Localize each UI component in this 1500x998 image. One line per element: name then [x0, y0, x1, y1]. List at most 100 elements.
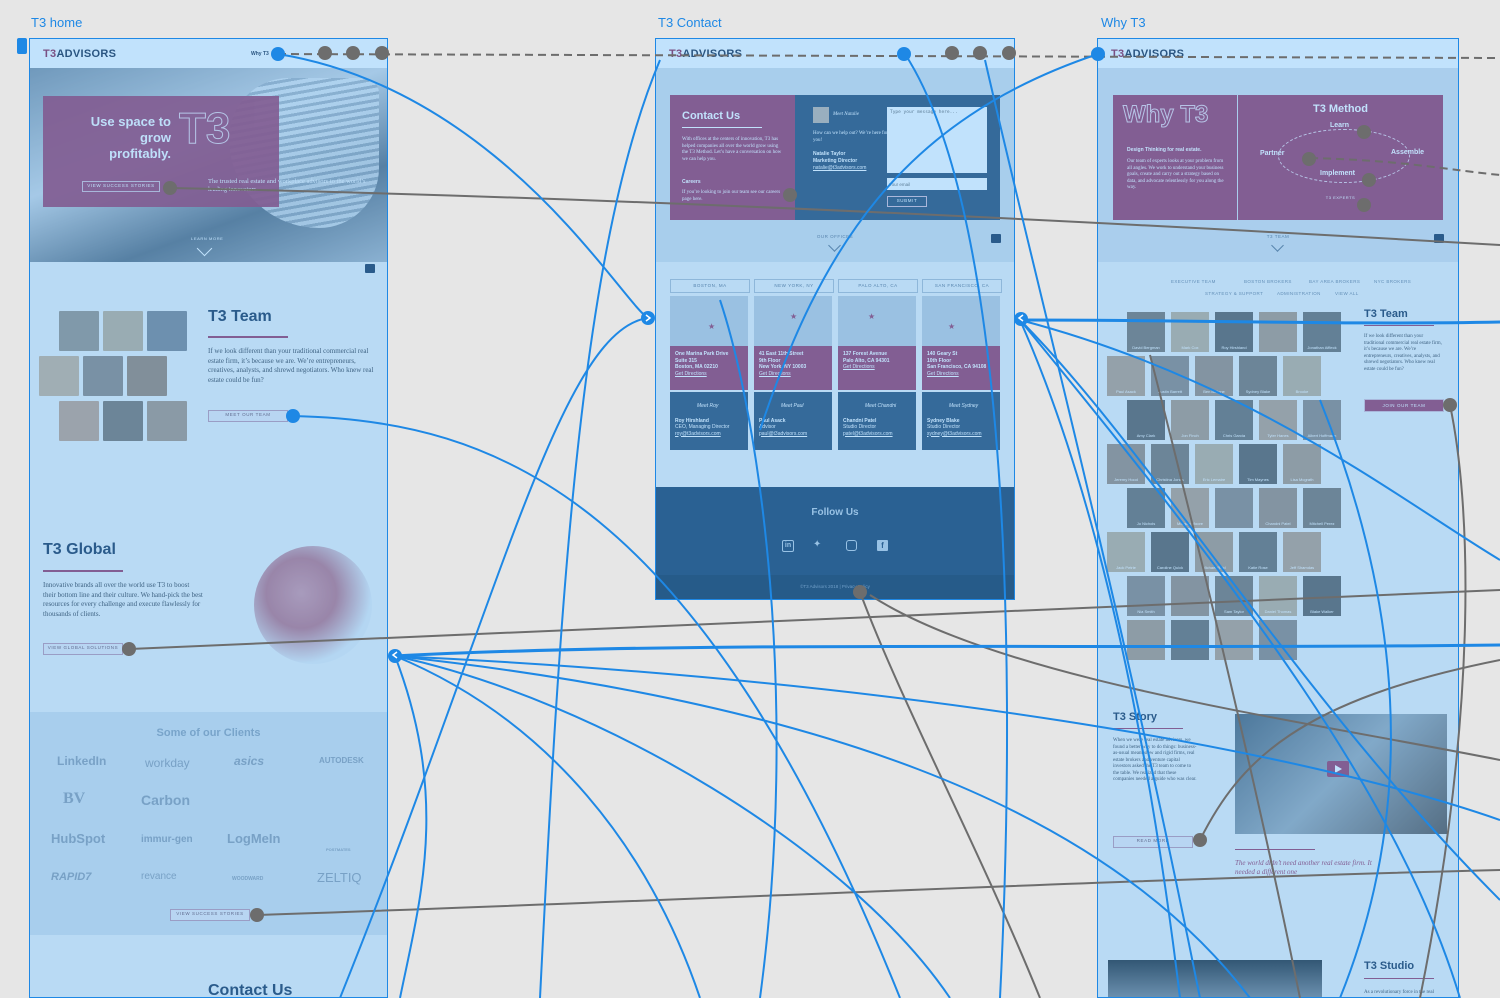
- team-member-photo[interactable]: Katie Rose: [1239, 532, 1277, 572]
- team-member-photo[interactable]: Jo Nichols: [1127, 488, 1165, 528]
- artboard-label-contact[interactable]: T3 Contact: [658, 15, 722, 30]
- team-member-photo[interactable]: Morgan Moore: [1171, 488, 1209, 528]
- learn-more-label[interactable]: LEARN MORE: [191, 236, 224, 241]
- method-assemble[interactable]: Assemble: [1391, 149, 1425, 156]
- team-member-photo[interactable]: Paul Asack: [1107, 356, 1145, 396]
- story-video[interactable]: [1235, 714, 1447, 834]
- filter-strategy[interactable]: STRATEGY & SUPPORT: [1205, 291, 1264, 296]
- team-member-photo[interactable]: David Bergman: [1127, 312, 1165, 352]
- chat-icon[interactable]: [365, 264, 375, 273]
- contact-logo[interactable]: T3ADVISORS: [669, 48, 743, 60]
- chat-icon[interactable]: [1434, 234, 1444, 243]
- directions-link[interactable]: Get Directions: [927, 370, 959, 377]
- filter-boston[interactable]: BOSTON BROKERS: [1244, 279, 1292, 284]
- team-member-photo[interactable]: Austin Barrett: [1151, 356, 1189, 396]
- message-input[interactable]: [887, 107, 987, 173]
- team-member-photo[interactable]: Jack Petrie: [1107, 532, 1145, 572]
- chevron-down-icon[interactable]: [196, 240, 213, 257]
- team-member-photo[interactable]: Caroline Quick: [1151, 532, 1189, 572]
- team-member-photo[interactable]: [1215, 488, 1253, 528]
- method-implement[interactable]: Implement: [1320, 170, 1356, 177]
- global-solutions-button[interactable]: VIEW GLOBAL SOLUTIONS: [43, 643, 123, 655]
- office-tab-paloalto[interactable]: PALO ALTO, CA: [838, 279, 918, 293]
- directions-link[interactable]: Get Directions: [759, 370, 791, 377]
- connector-knob-blue[interactable]: [388, 649, 402, 663]
- team-member-photo[interactable]: Lisa Mcgrath: [1283, 444, 1321, 484]
- team-member-photo[interactable]: Nia Smith: [1127, 576, 1165, 616]
- connector-knob-blue[interactable]: [1014, 312, 1028, 326]
- team-member-photo[interactable]: [1259, 620, 1297, 660]
- team-member-photo[interactable]: [1215, 620, 1253, 660]
- team-member-photo[interactable]: Daniel Thomas: [1259, 576, 1297, 616]
- home-logo[interactable]: T3ADVISORS: [43, 48, 117, 60]
- meet-team-button[interactable]: MEET OUR TEAM: [208, 410, 288, 422]
- office-tab-sanfrancisco[interactable]: SAN FRANCISCO, CA: [922, 279, 1002, 293]
- team-member-photo[interactable]: Sydney Blake: [1239, 356, 1277, 396]
- linkedin-icon[interactable]: in: [782, 540, 794, 552]
- clients-success-button[interactable]: VIEW SUCCESS STORIES: [170, 909, 250, 921]
- team-member-photo[interactable]: Blake Walker: [1303, 576, 1341, 616]
- filter-executive[interactable]: EXECUTIVE TEAM: [1171, 279, 1216, 284]
- team-member-photo[interactable]: Jon Finch: [1171, 400, 1209, 440]
- team-member-photo[interactable]: [1127, 620, 1165, 660]
- home-nav-why[interactable]: Why T3: [251, 51, 269, 57]
- instagram-icon[interactable]: [846, 540, 857, 551]
- email-input[interactable]: [887, 178, 987, 190]
- filter-bayarea[interactable]: BAY AREA BROKERS: [1309, 279, 1361, 284]
- artboard-label-why[interactable]: Why T3: [1101, 15, 1146, 30]
- link-global-down-b[interactable]: [394, 655, 951, 998]
- team-member-photo[interactable]: Mark Cox: [1171, 312, 1209, 352]
- team-member-photo[interactable]: Christina Jones: [1151, 444, 1189, 484]
- read-more-button[interactable]: READ MORE: [1113, 836, 1193, 848]
- filter-nyc[interactable]: NYC BROKERS: [1374, 279, 1412, 284]
- play-icon[interactable]: [1327, 761, 1349, 777]
- team-member-photo[interactable]: Jeremy Hood: [1107, 444, 1145, 484]
- artboard-why[interactable]: T3ADVISORS Why T3 Design Thinking for re…: [1097, 38, 1459, 998]
- team-member-photo[interactable]: Roy Hirshland: [1215, 312, 1253, 352]
- office-tab-boston[interactable]: BOSTON, MA: [670, 279, 750, 293]
- team-member-photo[interactable]: Brooke: [1283, 356, 1321, 396]
- submit-button[interactable]: SUBMIT: [887, 196, 927, 207]
- link-contact-logo[interactable]: [539, 59, 661, 998]
- artboard-contact[interactable]: T3ADVISORS Contact Us With offices at th…: [655, 38, 1015, 600]
- team-member-photo[interactable]: Jeff Shamdas: [1283, 532, 1321, 572]
- hero-success-button[interactable]: VIEW SUCCESS STORIES: [82, 181, 160, 192]
- link-global-down-a[interactable]: [394, 655, 701, 998]
- office-tab-newyork[interactable]: NEW YORK, NY: [754, 279, 834, 293]
- team-member-photo[interactable]: Mitchell Perez: [1303, 488, 1341, 528]
- team-member-photo[interactable]: Michael Reid: [1195, 532, 1233, 572]
- team-member-photo[interactable]: Chandni Patel: [1259, 488, 1297, 528]
- team-member-photo[interactable]: Ben Bellone: [1195, 356, 1233, 396]
- team-member-photo[interactable]: Eric Lemaire: [1195, 444, 1233, 484]
- link-footer-gray[interactable]: [859, 591, 1041, 998]
- team-member-photo[interactable]: Albert Hoffmann: [1303, 400, 1341, 440]
- team-member-name: Christina Jones: [1156, 477, 1184, 482]
- chat-icon[interactable]: [991, 234, 1001, 243]
- facebook-icon[interactable]: f: [877, 540, 888, 551]
- team-member-photo[interactable]: Amy Clark: [1127, 400, 1165, 440]
- team-member-photo[interactable]: [1171, 620, 1209, 660]
- connector-knob-blue[interactable]: [641, 311, 655, 325]
- directions-link[interactable]: Get Directions: [843, 364, 875, 370]
- directions-link[interactable]: Get Directions: [675, 370, 707, 377]
- team-member-photo[interactable]: Sam Taylor: [1215, 576, 1253, 616]
- link-global-down-c[interactable]: [394, 655, 428, 998]
- team-member-photo[interactable]: Tyler Hanes: [1259, 400, 1297, 440]
- artboard-home[interactable]: T3ADVISORS Why T3 Use space to grow prof…: [29, 38, 388, 998]
- join-team-button[interactable]: JOIN OUR TEAM: [1364, 399, 1444, 412]
- team-member-photo[interactable]: Tim Maynes: [1239, 444, 1277, 484]
- why-logo[interactable]: T3ADVISORS: [1111, 48, 1185, 60]
- team-member-photo[interactable]: [1171, 576, 1209, 616]
- filter-viewall[interactable]: VIEW ALL: [1335, 291, 1359, 296]
- filter-admin[interactable]: ADMINISTRATION: [1277, 291, 1321, 296]
- team-member-photo[interactable]: Chris Garcia: [1215, 400, 1253, 440]
- team-member-photo[interactable]: Jonathan Affleck: [1303, 312, 1341, 352]
- twitter-icon[interactable]: ✦: [813, 539, 822, 550]
- home-flow-marker[interactable]: [17, 38, 27, 54]
- person-email[interactable]: natalie@t3advisors.com: [813, 165, 867, 171]
- careers-body[interactable]: If you’re looking to join our team see o…: [682, 190, 781, 202]
- team-member-photo[interactable]: [1259, 312, 1297, 352]
- method-learn[interactable]: Learn: [1330, 122, 1350, 129]
- method-partner[interactable]: Partner: [1260, 150, 1285, 157]
- artboard-label-home[interactable]: T3 home: [31, 15, 83, 30]
